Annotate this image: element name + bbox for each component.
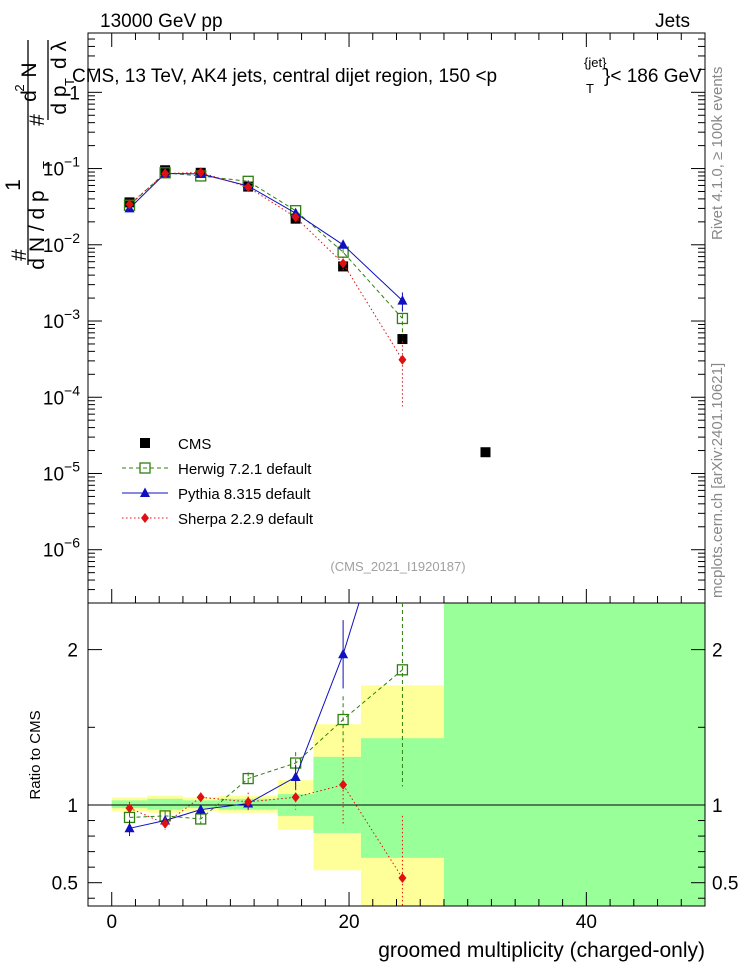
y-tick-label: 10−4 (43, 382, 80, 409)
side-rivet-text: Rivet 4.1.0, ≥ 100k events (709, 67, 726, 240)
ylabel-dN-dpT: d N / d p (26, 190, 49, 269)
ratio-point (338, 648, 349, 659)
series-line-1 (129, 172, 403, 319)
ratio-y-tick-label-right: 2 (712, 641, 723, 662)
y-tick-label-exp: −2 (64, 230, 80, 246)
x-tick-label: 20 (338, 912, 359, 933)
data-point (161, 168, 170, 179)
y-tick-label: 1 (69, 83, 80, 104)
header-left: 13000 GeV pp (100, 11, 223, 32)
series-line-3 (129, 171, 403, 361)
ratio-point (337, 713, 349, 726)
ylabel-dpT: d p (48, 85, 71, 114)
band-green (313, 756, 361, 833)
y-tick-label-base: 10 (43, 160, 64, 181)
y-tick-label: 10−6 (43, 535, 80, 562)
ylabel-d2: d (18, 90, 41, 102)
y-tick-label-base: 10 (43, 312, 64, 333)
ratio-point (244, 796, 253, 807)
y-tick-label-exp: −5 (64, 458, 80, 474)
data-point (398, 354, 407, 365)
data-point (125, 199, 134, 210)
data-point (338, 239, 349, 249)
ratio-point (339, 779, 348, 790)
y-tick-label: 10−3 (43, 306, 80, 333)
ratio-y-tick-label: 1 (67, 796, 78, 817)
y-tick-label-exp: −3 (64, 306, 80, 322)
band-green (147, 798, 183, 810)
ylabel-one: 1 (2, 179, 25, 191)
ratio-y-tick-label: 0.5 (52, 874, 78, 895)
ratio-y-tick-label: 2 (67, 641, 78, 662)
plot-title-sub: T (586, 81, 594, 96)
y-tick-label-exp: −6 (64, 535, 80, 551)
ratio-point (195, 804, 206, 814)
ratio-point (125, 803, 134, 814)
y-tick-label-base: 10 (43, 464, 64, 485)
ylabel-hash-left: # (8, 249, 31, 261)
legend-label: Herwig 7.2.1 default (178, 461, 312, 478)
side-mcplots-text: mcplots.cern.ch [arXiv:2401.10621] (709, 363, 726, 598)
ylabel-dlambda: d λ (48, 40, 71, 69)
plot-title-end: }< 186 GeV (604, 66, 702, 87)
y-tick-label: 10−5 (43, 458, 80, 485)
data-point (480, 447, 491, 458)
y-tick-label: 10−1 (43, 154, 80, 181)
data-point (196, 167, 205, 178)
band-green (443, 603, 705, 906)
ratio-point (291, 792, 300, 803)
y-tick-label-base: 10 (43, 541, 64, 562)
top-series (123, 165, 491, 458)
ratio-uncertainty-bands (88, 603, 705, 906)
legend-label: Pythia 8.315 default (178, 486, 311, 503)
header-right: Jets (655, 11, 690, 32)
ylabel-dpT-sub: T (62, 78, 77, 86)
legend-label: Sherpa 2.2.9 default (178, 511, 314, 528)
y-tick-label-exp: −4 (64, 382, 80, 398)
x-tick-label: 0 (106, 912, 117, 933)
ratio-y-tick-label-right: 1 (712, 796, 723, 817)
ratio-point (124, 822, 135, 833)
analysis-tag: (CMS_2021_I1920187) (330, 559, 465, 574)
ratio-point (290, 771, 301, 782)
ratio-point (161, 818, 170, 829)
ylabel-d2-sup: 2 (12, 84, 27, 91)
y-tick-label-base: 10 (43, 236, 64, 257)
data-point (339, 258, 348, 269)
x-tick-label: 40 (576, 912, 597, 933)
ratio-series (123, 602, 409, 906)
legend-marker (140, 438, 150, 448)
ratio-point (396, 664, 409, 676)
data-point (291, 212, 300, 223)
y-tick-label-base: 10 (43, 388, 64, 409)
ratio-point (242, 772, 254, 785)
legend-marker (140, 487, 150, 497)
x-axis-label: groomed multiplicity (charged-only) (378, 939, 705, 962)
legend-marker (139, 462, 151, 474)
ylabel-hash-mid: # (26, 114, 49, 126)
ratio-y-tick-label-right: 0.5 (712, 874, 738, 895)
bottom-ylabel: Ratio to CMS (27, 710, 44, 799)
data-point (396, 312, 409, 325)
plot-title-sup: {jet} (584, 55, 607, 70)
top-ylabel: 1 # d N / d p T # d 2 N d p T d λ (2, 40, 77, 270)
series-line-2 (129, 173, 403, 302)
y-tick-label: 10−2 (43, 230, 80, 257)
legend-label: CMS (178, 436, 211, 453)
ratio-point (196, 792, 205, 803)
ylabel-dN-sub: T (40, 161, 55, 169)
legend: CMS Herwig 7.2.1 default Pythia 8.315 defa… (122, 436, 314, 528)
data-point (397, 334, 408, 345)
legend-marker (141, 513, 149, 523)
ylabel-N: N (18, 62, 41, 77)
data-point (397, 295, 408, 305)
ratio-point (398, 873, 407, 884)
plot-title: CMS, 13 TeV, AK4 jets, central dijet reg… (72, 66, 497, 87)
plot-title-main: CMS, 13 TeV, AK4 jets, central dijet reg… (72, 66, 497, 87)
data-point (244, 182, 253, 193)
y-tick-label-exp: −1 (64, 154, 80, 170)
